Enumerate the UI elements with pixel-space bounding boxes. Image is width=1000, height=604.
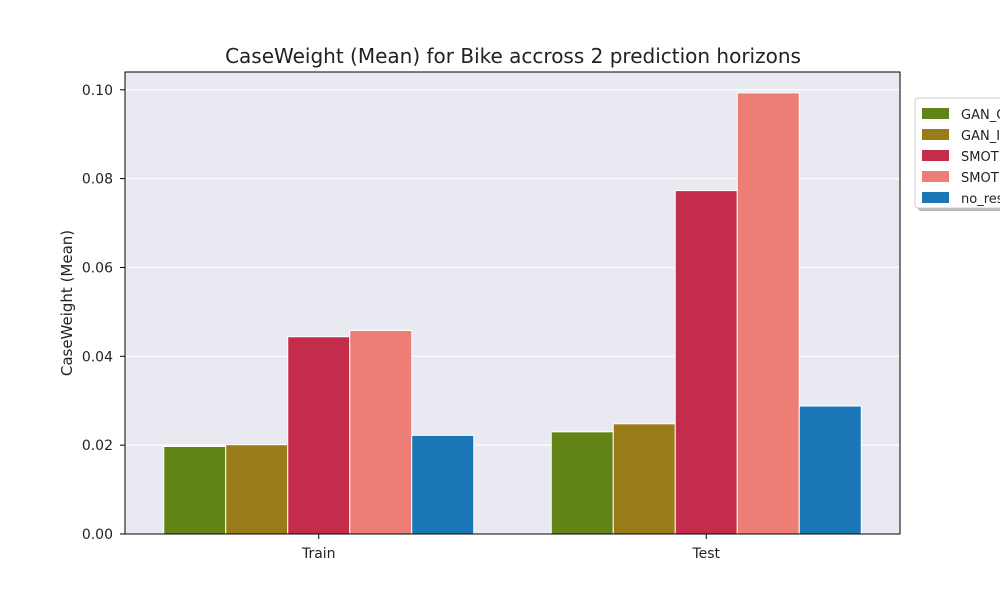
bar-test-3 [674,190,738,535]
legend-swatch [922,108,949,119]
bar-train-5 [411,434,475,535]
bars [163,92,862,535]
legend-swatch [922,192,949,203]
x-tick-label: Test [691,546,720,562]
bar-train-1 [163,445,227,535]
legend-swatch [922,129,949,140]
y-tick-label: 0.02 [82,438,113,454]
bar-test-2 [612,423,676,535]
y-axis: 0.00 0.02 0.04 0.06 0.08 0.10 [82,83,125,543]
legend-swatch [922,171,949,182]
y-tick-label: 0.04 [82,349,113,365]
legend: GAN_C GAN_I SMOT SMOT no_res [914,97,1000,211]
bar-test-4 [736,92,800,535]
bar-test-1 [550,431,614,535]
bar-test-5 [798,405,862,535]
legend-label: GAN_C [961,108,1000,123]
bar-train-2 [225,444,289,535]
y-tick-label: 0.08 [82,172,113,188]
legend-label: GAN_I [961,129,1000,144]
x-axis: Train Test [301,534,721,562]
bar-train-3 [287,336,351,535]
y-axis-label: CaseWeight (Mean) [58,230,76,376]
y-tick-label: 0.06 [82,260,113,276]
legend-swatch [922,150,949,161]
x-tick-label: Train [301,546,336,562]
bar-train-4 [349,330,413,535]
plot-frame [124,71,901,535]
legend-items: GAN_C GAN_I SMOT SMOT no_res [922,108,1000,207]
legend-label: SMOT [961,171,999,186]
legend-label: SMOT [961,150,999,165]
chart-title: CaseWeight (Mean) for Bike accross 2 pre… [225,44,801,68]
y-tick-label: 0.00 [82,527,113,543]
legend-label: no_res [961,192,1000,207]
y-tick-label: 0.10 [82,83,113,99]
